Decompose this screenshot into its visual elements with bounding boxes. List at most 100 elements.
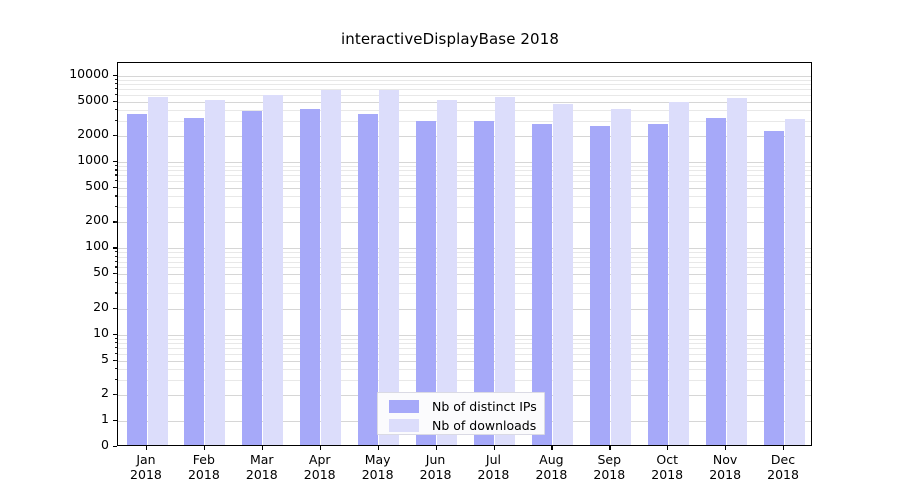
x-axis-tick-label-year: 2018 — [187, 467, 220, 482]
y-axis-tick-mark — [113, 419, 117, 422]
gridline-minor — [118, 252, 811, 254]
y-axis-tick-label: 100 — [85, 238, 109, 254]
bar-distinct-ips — [647, 124, 668, 445]
x-axis-tick-label: Oct 2018 — [637, 452, 697, 482]
x-axis-tick-label-month: Mar — [249, 452, 274, 467]
gridline-minor — [118, 110, 811, 111]
chart-legend: Nb of distinct IPs Nb of downloads — [377, 392, 545, 435]
x-axis-tick-label-month: Jul — [485, 452, 501, 467]
y-axis-minor-tick-mark — [114, 119, 117, 121]
y-axis-minor-tick-mark — [114, 346, 117, 349]
gridline-minor — [118, 196, 811, 198]
y-axis-minor-tick-mark — [114, 255, 117, 257]
gridline-minor — [118, 338, 811, 340]
y-axis-minor-tick-mark — [114, 251, 117, 253]
gridline-major — [118, 248, 811, 250]
bar-downloads — [495, 97, 515, 445]
y-axis-tick-label: 0 — [101, 437, 109, 452]
x-axis-tick-label-month: Jan — [136, 452, 156, 467]
y-axis-minor-tick-mark — [114, 367, 117, 370]
y-axis-tick-label: 10000 — [69, 65, 109, 81]
y-axis-minor-tick-mark — [114, 83, 117, 85]
y-axis-tick-label: 10 — [93, 324, 109, 340]
gridline-minor — [118, 261, 811, 263]
y-axis-minor-tick-mark — [114, 281, 117, 283]
y-axis-minor-tick-mark — [114, 273, 117, 275]
x-axis-tick-label: May 2018 — [348, 452, 408, 482]
x-axis-tick-mark — [783, 446, 785, 450]
gridline-major — [118, 274, 811, 276]
y-axis-tick-label: 20 — [93, 298, 109, 314]
bar-distinct-ips — [126, 114, 147, 445]
legend-label-ips: Nb of distinct IPs — [432, 399, 537, 414]
y-axis-minor-tick-mark — [114, 134, 117, 137]
x-axis-tick-label-year: 2018 — [245, 467, 278, 482]
x-axis-tick-label: Apr 2018 — [290, 452, 350, 482]
x-axis-tick-mark — [319, 446, 321, 450]
y-axis-minor-tick-mark — [114, 341, 117, 344]
x-axis-tick-label-month: Sep — [597, 452, 622, 467]
bar-distinct-ips — [300, 108, 321, 445]
y-axis-tick-mark — [113, 74, 117, 76]
x-axis-tick-label-month: Oct — [656, 452, 679, 467]
y-axis-minor-tick-mark — [114, 221, 117, 223]
gridline-major — [118, 308, 811, 310]
y-axis-minor-tick-mark — [114, 378, 117, 380]
x-axis-tick-label-month: Jun — [425, 452, 446, 467]
gridline-minor — [118, 293, 811, 295]
y-axis-minor-tick-mark — [114, 337, 117, 339]
gridline-minor — [118, 120, 811, 122]
y-axis-minor-tick-mark — [114, 206, 117, 208]
bar-distinct-ips — [531, 124, 552, 445]
bar-downloads — [610, 108, 631, 445]
bar-downloads — [205, 100, 226, 445]
x-axis-tick-label-month: Aug — [539, 452, 564, 467]
y-axis-minor-tick-mark — [114, 195, 117, 197]
bar-distinct-ips — [358, 114, 379, 445]
legend-entry-0: Nb of distinct IPs — [389, 399, 537, 414]
bar-downloads — [437, 100, 457, 445]
gridline-minor — [118, 84, 811, 85]
plot-area — [117, 62, 812, 446]
y-axis-minor-tick-mark — [114, 169, 117, 171]
bar-distinct-ips — [474, 120, 494, 445]
y-axis-tick-label: 1000 — [77, 151, 109, 167]
y-axis-minor-tick-mark — [114, 359, 117, 361]
y-axis-minor-tick-mark — [114, 78, 117, 80]
gridline-major — [118, 222, 811, 224]
legend-entry-1: Nb of downloads — [389, 418, 536, 433]
y-axis-minor-tick-mark — [114, 180, 117, 182]
gridline-minor — [118, 282, 811, 284]
bar-downloads — [263, 94, 284, 445]
x-axis-tick-mark — [551, 446, 553, 450]
x-axis-tick-label: Jan 2018 — [116, 452, 176, 482]
gridline-major — [118, 334, 811, 336]
y-axis-tick-label: 500 — [85, 177, 109, 193]
y-axis-tick-mark — [113, 333, 117, 335]
x-axis-tick-label-month: Feb — [192, 452, 215, 467]
x-axis-tick-label-month: May — [364, 452, 391, 467]
x-axis-tick-label: Jul 2018 — [463, 452, 523, 482]
legend-label-downloads: Nb of downloads — [432, 418, 537, 433]
gridline-major — [118, 161, 811, 163]
x-axis-tick-label-year: 2018 — [651, 467, 684, 482]
gridline-minor — [118, 256, 811, 258]
y-axis-tick-label: 50 — [93, 264, 109, 280]
x-axis-tick-label-year: 2018 — [709, 467, 742, 482]
gridline-minor — [118, 368, 811, 370]
gridline-minor — [118, 170, 811, 172]
gridline-major — [118, 187, 811, 189]
gridline-major — [118, 75, 811, 77]
gridline-minor — [118, 79, 811, 81]
x-axis-tick-mark — [435, 446, 437, 450]
bar-distinct-ips — [589, 126, 610, 445]
bar-downloads — [552, 104, 573, 445]
y-axis-tick-label: 2 — [101, 384, 109, 400]
gridline-minor — [118, 353, 811, 355]
chart-title: interactiveDisplayBase 2018 — [340, 30, 559, 48]
bar-downloads — [726, 98, 747, 445]
x-axis-tick-label-month: Dec — [770, 452, 796, 467]
y-axis-tick-label: 5000 — [77, 91, 109, 107]
y-axis-tick-label: 200 — [85, 212, 109, 228]
bar-downloads — [668, 101, 689, 445]
